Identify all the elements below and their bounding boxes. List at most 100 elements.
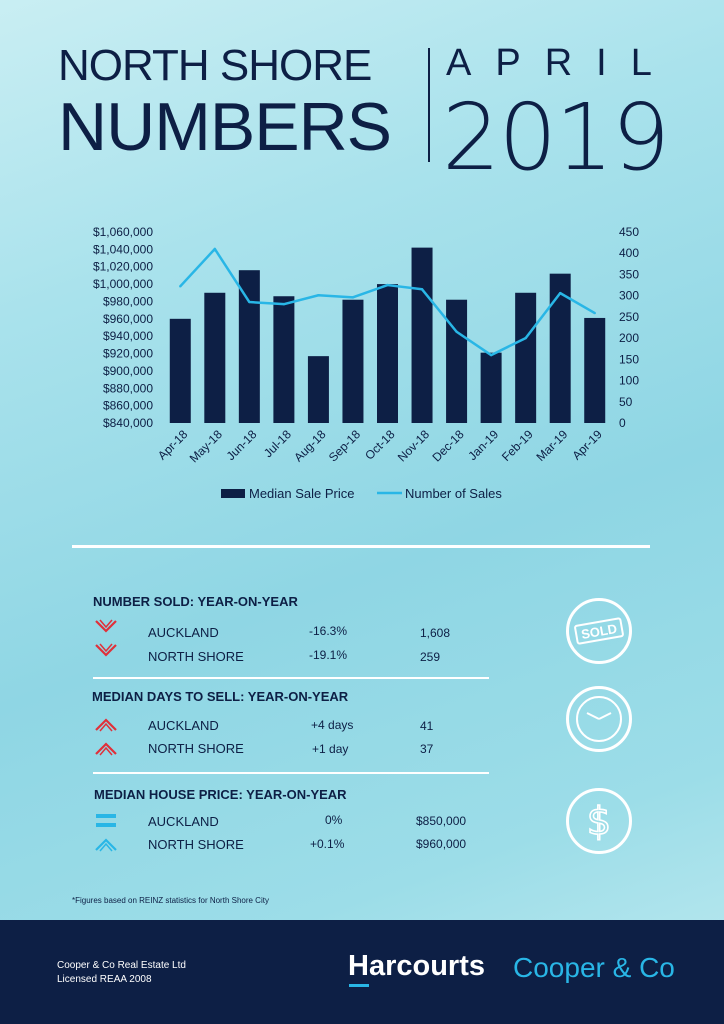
bar-median-sale-price <box>342 299 364 423</box>
section-divider <box>72 545 650 548</box>
row-label-auckland: AUCKLAND <box>148 625 219 640</box>
x-tick-label: Apr-18 <box>155 427 191 463</box>
brand-logo: Harcourts <box>348 950 485 982</box>
point-number-of-sales <box>558 291 562 295</box>
down-arrow-icon <box>95 619 117 633</box>
y-left-tick-label: $900,000 <box>103 364 153 378</box>
y-right-tick-label: 250 <box>619 310 639 324</box>
point-number-of-sales <box>213 247 217 251</box>
row-change: +1 day <box>312 742 349 756</box>
sales-chart: $840,000 $860,000 $880,000 $900,000 $920,000… <box>93 225 639 501</box>
point-number-of-sales <box>455 330 458 333</box>
y-left-tick-label: $1,040,000 <box>93 242 153 256</box>
title-year: 2019 <box>442 84 670 191</box>
bar-median-sale-price <box>584 317 606 423</box>
y-left-tick-label: $920,000 <box>103 347 153 361</box>
footer-license: Licensed REAA 2008 <box>57 974 152 985</box>
x-tick-label: Jan-19 <box>465 427 501 463</box>
x-tick-label: Oct-18 <box>362 427 398 463</box>
bar-median-sale-price <box>411 247 433 423</box>
title-line-2: NUMBERS <box>58 89 392 165</box>
x-tick-label: May-18 <box>187 427 225 465</box>
y-right-tick-label: 350 <box>619 267 639 281</box>
bar-median-sale-price <box>377 284 398 423</box>
bar-median-sale-price <box>480 352 502 423</box>
bar-median-sale-price <box>238 270 260 423</box>
bar-median-sale-price <box>273 296 295 423</box>
point-number-of-sales <box>386 283 389 287</box>
x-tick-label: Jul-18 <box>261 427 294 460</box>
y-left-tick-label: $960,000 <box>103 312 153 326</box>
days-to-sell-title: MEDIAN DAYS TO SELL: YEAR-ON-YEAR <box>92 689 349 704</box>
row-value: $960,000 <box>416 837 467 851</box>
bar-median-sale-price <box>204 292 226 423</box>
svg-text:$: $ <box>587 799 611 843</box>
bar-median-sale-price <box>169 318 191 423</box>
sold-stamp-icon: SOLD <box>566 598 632 664</box>
point-number-of-sales <box>351 296 355 299</box>
y-right-tick-label: 100 <box>619 374 639 388</box>
dollar-icon: $ <box>566 788 632 854</box>
row-label-auckland: AUCKLAND <box>148 814 219 829</box>
section-separator <box>93 772 489 774</box>
bar-median-sale-price <box>307 356 329 423</box>
y-left-tick-label: $860,000 <box>103 399 153 413</box>
brand-subtitle: Cooper & Co <box>513 952 675 983</box>
y-right-tick-label: 300 <box>619 289 639 303</box>
row-label-north-shore: NORTH SHORE <box>148 649 244 664</box>
x-tick-label: Apr-19 <box>569 427 605 463</box>
x-tick-label: Feb-19 <box>499 427 536 464</box>
x-tick-label: Dec-18 <box>429 427 466 464</box>
point-number-of-sales <box>317 294 320 297</box>
up-arrow-icon <box>95 718 117 732</box>
row-value: 1,608 <box>420 626 451 640</box>
y-left-tick-label: $940,000 <box>103 329 153 343</box>
y-right-tick-label: 0 <box>619 416 626 430</box>
y-right-tick-label: 400 <box>619 246 639 260</box>
row-label-north-shore: NORTH SHORE <box>148 837 244 852</box>
row-change: -19.1% <box>309 648 348 662</box>
down-arrow-icon <box>95 643 117 657</box>
title-month: APRIL <box>446 42 676 84</box>
x-tick-label: Aug-18 <box>291 427 328 464</box>
row-change: 0% <box>325 813 343 827</box>
equal-icon <box>96 814 116 827</box>
point-number-of-sales <box>524 336 527 340</box>
bar-median-sale-price <box>446 299 468 423</box>
footer <box>0 920 724 1024</box>
number-sold-title: NUMBER SOLD: YEAR-ON-YEAR <box>93 594 298 609</box>
row-value: $850,000 <box>416 814 467 828</box>
point-number-of-sales <box>489 353 493 357</box>
point-number-of-sales <box>248 300 251 304</box>
y-left-tick-label: $1,000,000 <box>93 277 153 291</box>
up-arrow-icon <box>95 742 117 756</box>
page-title: NORTH SHORE NUMBERS <box>58 40 418 162</box>
title-divider <box>428 48 430 162</box>
y-left-tick-label: $880,000 <box>103 381 153 395</box>
x-tick-label: Nov-18 <box>395 427 432 464</box>
y-right-tick-label: 50 <box>619 395 633 409</box>
y-left-tick-label: $1,020,000 <box>93 260 153 274</box>
y-right-tick-label: 450 <box>619 225 639 239</box>
row-value: 37 <box>420 742 434 756</box>
up-arrow-icon <box>95 838 117 852</box>
legend-swatch-median-sale-price <box>221 489 245 498</box>
x-tick-label: Mar-19 <box>534 427 571 464</box>
y-left-tick-label: $980,000 <box>103 294 153 308</box>
footnote: *Figures based on REINZ statistics for N… <box>72 896 269 905</box>
y-left-tick-label: $1,060,000 <box>93 225 153 239</box>
row-label-north-shore: NORTH SHORE <box>148 741 244 756</box>
house-price-title: MEDIAN HOUSE PRICE: YEAR-ON-YEAR <box>94 787 347 802</box>
row-change: +4 days <box>311 718 354 732</box>
clock-icon <box>566 686 632 752</box>
x-tick-label: Sep-18 <box>326 427 363 464</box>
row-change: -16.3% <box>309 624 348 638</box>
legend-label-number-of-sales: Number of Sales <box>405 486 502 501</box>
title-line-1: NORTH SHORE <box>58 41 372 90</box>
sold-stamp-text: SOLD <box>580 621 618 642</box>
point-number-of-sales <box>282 302 286 306</box>
y-right-tick-label: 150 <box>619 352 639 366</box>
legend-label-median-sale-price: Median Sale Price <box>249 486 355 501</box>
bar-median-sale-price <box>549 273 571 423</box>
row-change: +0.1% <box>310 837 345 851</box>
